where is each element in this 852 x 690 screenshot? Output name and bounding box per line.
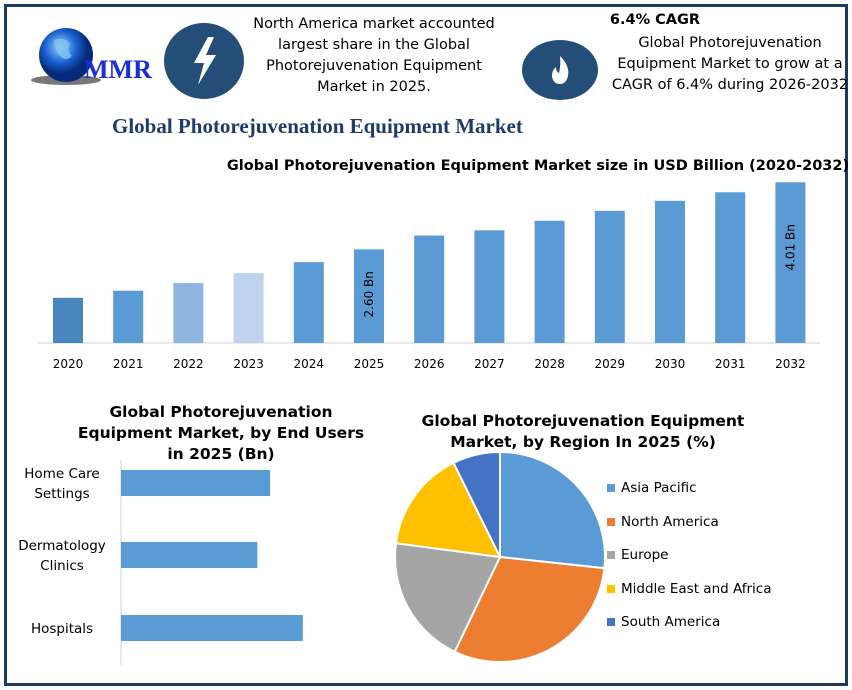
bar-chart: 2020 2021 2022 2023 2024 2025 2.60 Bn 2026 2027 2…: [38, 182, 820, 371]
hbar-chart-title: Global Photorejuvenation Equipment Marke…: [77, 403, 365, 463]
highlight-icon-circle: [522, 40, 598, 100]
legend-item: Asia Pacific: [607, 480, 697, 496]
x-tick-label: 2029: [595, 357, 626, 371]
legend-item: Europe: [607, 547, 668, 563]
lightning-icon: [194, 37, 216, 85]
main-title: Global Photorejuvenation Equipment Marke…: [112, 114, 523, 138]
globe-logo-icon: [31, 28, 101, 85]
data-label: 4.01 Bn: [783, 224, 797, 270]
x-tick-label: 2022: [173, 357, 204, 371]
legend-swatch: [607, 517, 615, 526]
legend-label: Asia Pacific: [621, 480, 697, 496]
x-tick-label: 2021: [113, 357, 144, 371]
pie-slice-europe: [394, 542, 502, 654]
legend-item: North America: [607, 514, 719, 530]
x-tick-label: 2023: [233, 357, 264, 371]
legend-swatch: [607, 484, 615, 492]
x-tick-label: 2028: [534, 357, 565, 371]
bar-2023: [233, 273, 264, 343]
bar-2024: [293, 262, 324, 343]
pie-slice-north-america: [453, 555, 606, 663]
highlight-icon-circle: [164, 23, 244, 99]
bar-2020: [53, 297, 83, 343]
legend-label: Europe: [621, 547, 669, 563]
hbar-chart: Home Care Settings Dermatology Clinics Hospi…: [18, 460, 303, 665]
flame-icon: [552, 56, 569, 84]
x-tick-label: 2024: [294, 357, 325, 371]
hbar-home-care-settings: [121, 470, 271, 496]
bar-2028: [534, 220, 565, 343]
pie-chart: [394, 450, 606, 663]
legend-swatch: [607, 551, 615, 559]
hbar-hospitals: [121, 615, 303, 641]
x-tick-label: 2020: [53, 357, 84, 371]
bar-2029: [594, 210, 625, 343]
highlight-text: North America market accounted largest s…: [253, 16, 495, 95]
cagr-heading: 6.4% CAGR: [609, 12, 701, 28]
highlight-text: Global Photorejuvenation Equipment Marke…: [611, 35, 849, 93]
x-tick-label: 2031: [715, 357, 746, 371]
bar-2030: [655, 200, 685, 343]
logo: MMR: [26, 20, 161, 85]
legend-item: Middle East and Africa: [607, 581, 772, 597]
x-tick-label: 2026: [414, 357, 445, 371]
pie-chart-title: Global Photorejuvenation Equipment Marke…: [421, 412, 745, 451]
bar-2022: [173, 283, 204, 343]
pie-slice-asia-pacific: [499, 450, 606, 570]
pie-slice-middle-east-and-africa: [394, 461, 502, 559]
x-tick-label: 2030: [655, 357, 686, 371]
legend-swatch: [607, 618, 615, 626]
bar-2027: [474, 230, 505, 343]
logo-text: MMR: [84, 55, 152, 84]
data-label: 2.60 Bn: [362, 271, 376, 317]
legend-label: North America: [621, 513, 719, 530]
bar-2031: [715, 192, 746, 343]
legend-label: Middle East and Africa: [621, 580, 772, 597]
legend-label: South America: [621, 614, 721, 630]
bar-2025: [354, 249, 384, 343]
legend-item: South America: [607, 614, 720, 630]
bar-2032: [775, 182, 806, 343]
x-tick-label: 2025: [354, 357, 385, 371]
category-label: Hospitals: [31, 621, 93, 637]
hbar-dermatology-clinics: [121, 542, 258, 568]
category-label: Home Care Settings: [24, 466, 99, 502]
category-label: Dermatology Clinics: [18, 538, 106, 574]
bar-2021: [113, 290, 144, 343]
bar-2026: [414, 235, 445, 343]
pie-slice-south-america: [452, 450, 501, 558]
x-tick-label: 2027: [474, 357, 505, 371]
bar-chart-title: Global Photorejuvenation Equipment Marke…: [226, 158, 850, 174]
legend-swatch: [607, 584, 615, 593]
x-tick-label: 2032: [775, 357, 806, 371]
frame: [4, 4, 848, 686]
